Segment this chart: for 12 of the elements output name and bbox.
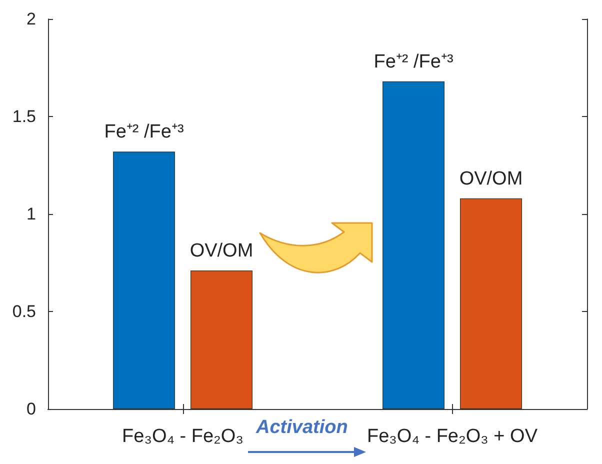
x-tick-label: Fe₃O₄ - Fe₂O₃ + OV	[367, 426, 538, 447]
y-tick-label: 2	[26, 10, 36, 28]
text: OV/OM	[190, 240, 254, 262]
y-tick-label: 0	[26, 400, 36, 418]
series-label: Fe⁺² /Fe⁺³	[374, 51, 454, 72]
y-tick-label: 0.5	[12, 302, 36, 321]
text: Fe⁺² /Fe⁺³	[104, 122, 184, 143]
x-tick-label: Fe₃O₄ - Fe₂O₃	[122, 426, 244, 447]
y-tick-label: 1.5	[12, 107, 36, 126]
text: Activation	[255, 417, 348, 438]
series-label: OV/OM	[459, 168, 523, 190]
y-tick-label: 1	[26, 204, 36, 224]
